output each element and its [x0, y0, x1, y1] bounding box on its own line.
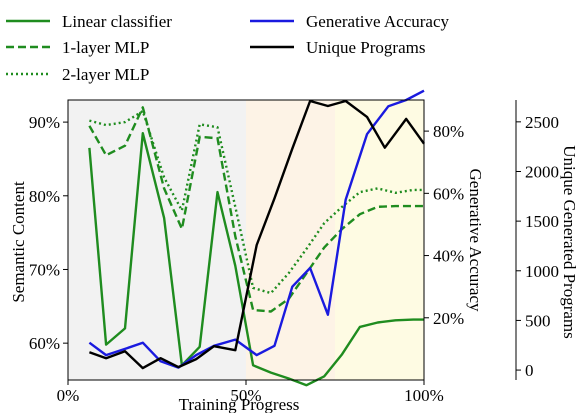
legend-label: Generative Accuracy [306, 12, 449, 31]
y-axis-right-programs-label: Unique Generated Programs [560, 145, 577, 339]
phase-band-2 [246, 100, 335, 380]
y-right-programs-tick-label: 500 [525, 311, 551, 330]
y-right-programs-tick-label: 2500 [525, 113, 559, 132]
y-axis-left: 60% 70% 80% 90% [29, 113, 68, 353]
series-lines [88, 89, 425, 387]
series-line-4 [88, 89, 425, 369]
phase-band-3 [335, 100, 424, 380]
legend: Linear classifier 1-layer MLP 2-layer MLP G… [6, 12, 449, 84]
y-axis-right-accuracy: 20% 40% 60% 80% [424, 122, 464, 328]
x-tick-label: 0% [57, 386, 80, 405]
y-right-programs-tick-label: 1000 [525, 262, 559, 281]
y-right-accuracy-tick-label: 60% [433, 184, 464, 203]
y-right-accuracy-tick-label: 80% [433, 122, 464, 141]
y-right-programs-tick-label: 0 [525, 361, 534, 380]
y-right-accuracy-tick-label: 20% [433, 309, 464, 328]
y-right-accuracy-tick-label: 40% [433, 247, 464, 266]
y-left-tick-label: 70% [29, 260, 60, 279]
y-axis-right-accuracy-label: Generative Accuracy [466, 169, 485, 312]
y-left-tick-label: 60% [29, 334, 60, 353]
series-line-5 [88, 99, 425, 370]
y-left-tick-label: 80% [29, 187, 60, 206]
x-axis: 0% 50% 100% [57, 380, 444, 405]
legend-label: Unique Programs [306, 38, 425, 57]
y-left-tick-label: 90% [29, 113, 60, 132]
y-right-programs-tick-label: 1500 [525, 212, 559, 231]
x-axis-label: Training Progress [179, 395, 300, 413]
y-axis-left-label: Semantic Content [9, 181, 28, 303]
legend-label: 1-layer MLP [62, 38, 149, 57]
series-line-1 [88, 131, 424, 387]
legend-label: Linear classifier [62, 12, 172, 31]
legend-label: 2-layer MLP [62, 65, 149, 84]
y-axis-right-programs: 0 500 1000 1500 2000 2500 [515, 100, 559, 380]
x-tick-label: 50% [230, 386, 261, 405]
series-line-2 [88, 106, 424, 313]
x-tick-label: 100% [404, 386, 444, 405]
phase-bands [68, 100, 424, 380]
y-right-programs-tick-label: 2000 [525, 162, 559, 181]
